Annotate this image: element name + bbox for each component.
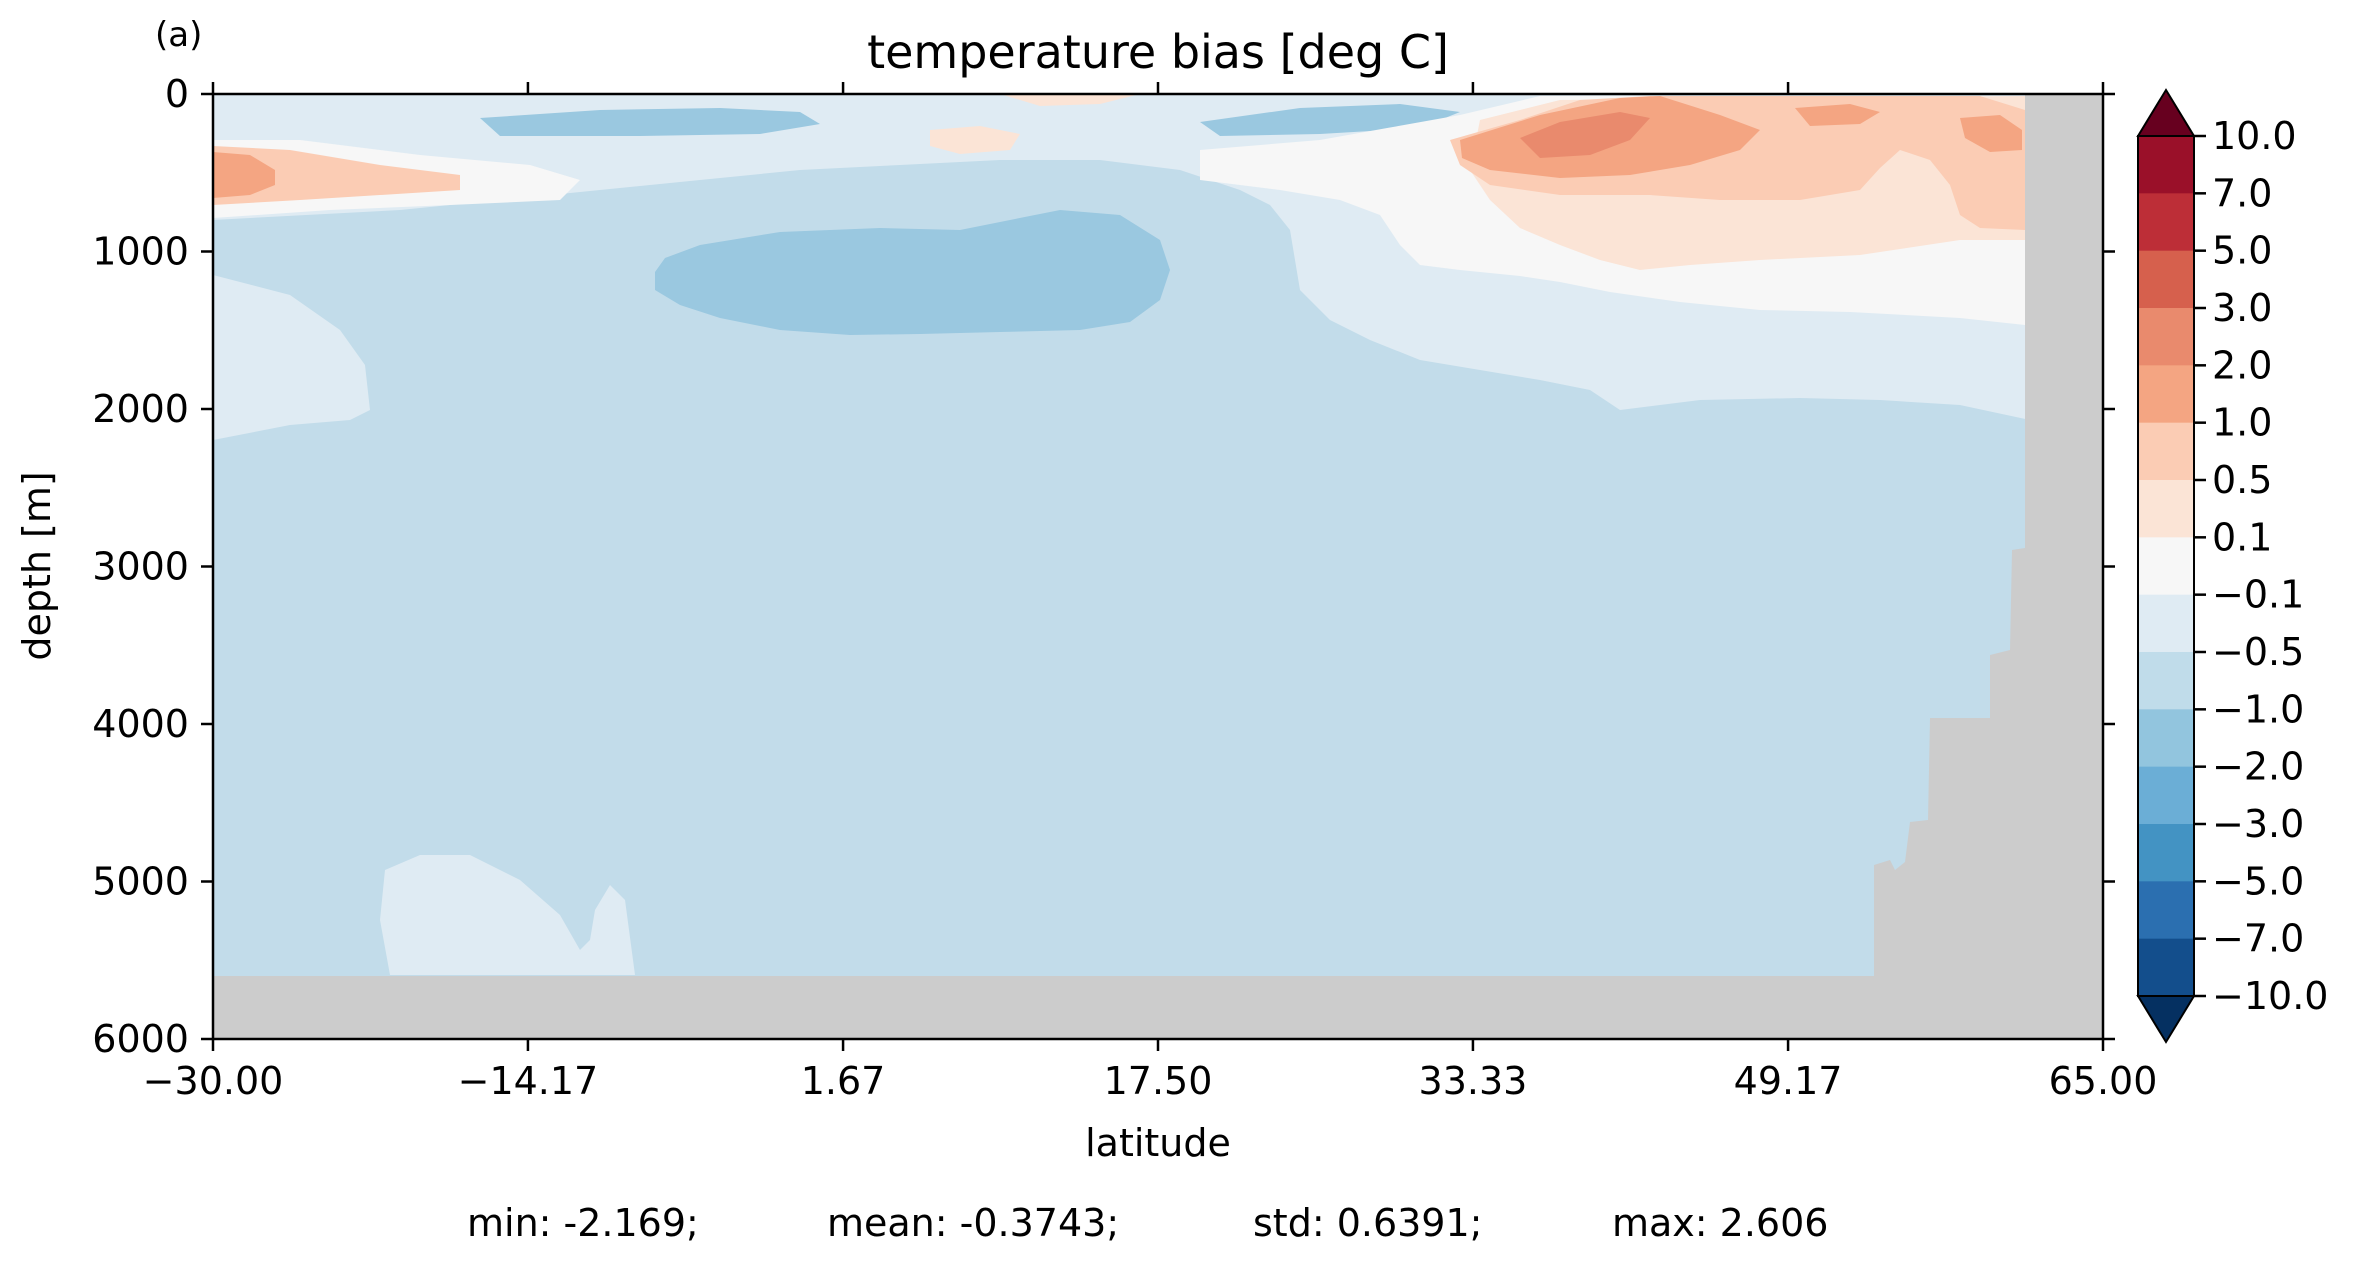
x-tick-label: 17.50	[1104, 1059, 1213, 1103]
colorbar-segment	[2138, 594, 2194, 653]
x-tick-label: 33.33	[1419, 1059, 1528, 1103]
stat-min: min: -2.169;	[467, 1201, 699, 1245]
colorbar-segment	[2138, 136, 2194, 194]
colorbar-tick-label: −1.0	[2212, 687, 2304, 731]
colorbar-segment	[2138, 308, 2194, 366]
colorbar-tick-label: −3.0	[2212, 802, 2304, 846]
colorbar-segment	[2138, 709, 2194, 768]
y-tick-label: 4000	[92, 702, 189, 746]
stats-row: min: -2.169; mean: -0.3743; std: 0.6391;…	[467, 1201, 1828, 1245]
contour-cool-pool	[655, 210, 1170, 335]
stat-max: max: 2.606	[1612, 1201, 1828, 1245]
colorbar-tick-label: −5.0	[2212, 859, 2304, 903]
colorbar-tick-label: 3.0	[2212, 286, 2272, 330]
colorbar-frame	[2137, 135, 2195, 997]
y-tick-label: 5000	[92, 860, 189, 904]
colorbar-segment	[2138, 365, 2194, 424]
x-tick-label: 49.17	[1734, 1059, 1843, 1103]
stat-mean: mean: -0.3743;	[827, 1201, 1119, 1245]
plot-area	[213, 94, 2103, 1039]
contour-warm-north-core	[1520, 112, 1650, 158]
colorbar-extend-top	[2136, 88, 2196, 137]
x-tick-label: 1.67	[801, 1059, 886, 1103]
colorbar-tick-label: 0.5	[2212, 458, 2272, 502]
colorbar-segment	[2138, 422, 2194, 481]
colorbar-tick-label: 10.0	[2212, 114, 2297, 158]
y-tick-label: 6000	[92, 1017, 189, 1061]
x-axis-label: latitude	[1085, 1121, 1231, 1165]
colorbar-tick-label: −0.1	[2212, 573, 2304, 617]
contour-warm-left-mid	[213, 146, 460, 205]
y-tick-label: 1000	[92, 230, 189, 274]
y-tick-label: 3000	[92, 545, 189, 589]
land-mask	[213, 94, 2103, 1039]
contour-warm-small	[930, 126, 1020, 154]
colorbar-extend-bottom	[2136, 995, 2196, 1044]
contour-warm-north-strong-3	[1960, 115, 2022, 152]
colorbar-tick-label: −0.5	[2212, 630, 2304, 674]
colorbar-segment	[2138, 480, 2194, 538]
colorbar-tick-label: −10.0	[2212, 974, 2328, 1018]
colorbar-tick-label: 2.0	[2212, 343, 2272, 387]
contour-surface-cool-1	[480, 108, 820, 136]
colorbar-tick-label: −2.0	[2212, 745, 2304, 789]
colorbar-segment	[2138, 652, 2194, 710]
colorbar: 10.0 7.0 5.0 3.0 2.0 1.0 0.5 0.1 −0.1 −0.5 −1.0 −2.…	[2136, 88, 2328, 1044]
colorbar-segment	[2138, 881, 2194, 940]
chart-title: temperature bias [deg C]	[867, 25, 1449, 79]
contour-weak-cool-bottom	[380, 855, 635, 975]
colorbar-segment	[2138, 537, 2194, 596]
contour-surface-warm-top	[1000, 94, 1140, 106]
x-tick-label: −30.00	[143, 1059, 284, 1103]
y-axis-label: depth [m]	[15, 471, 59, 660]
colorbar-tick-label: 7.0	[2212, 171, 2272, 215]
y-tick-label: 0	[165, 72, 189, 116]
x-tick-label: 65.00	[2049, 1059, 2158, 1103]
colorbar-segment	[2138, 250, 2194, 309]
x-tick-label: −14.17	[458, 1059, 599, 1103]
colorbar-tick-label: 5.0	[2212, 229, 2272, 273]
panel-label: (a)	[155, 15, 202, 55]
x-axis: −30.00 −14.17 1.67 17.50 33.33 49.17 65.00	[143, 82, 2158, 1103]
colorbar-tick-label: 1.0	[2212, 401, 2272, 445]
colorbar-tick-label: −7.0	[2212, 917, 2304, 961]
y-tick-label: 2000	[92, 387, 189, 431]
colorbar-tick-label: 0.1	[2212, 515, 2272, 559]
colorbar-segment	[2138, 824, 2194, 882]
colorbar-segment	[2138, 193, 2194, 252]
colorbar-segment	[2138, 766, 2194, 825]
contour-warm-north-strong-2	[1795, 104, 1880, 126]
colorbar-segment	[2138, 938, 2194, 997]
contour-warm-left-core	[213, 152, 275, 198]
stat-std: std: 0.6391;	[1253, 1201, 1482, 1245]
contour-weak-cool-left	[213, 275, 370, 440]
y-axis: 0 1000 2000 3000 4000 5000 6000	[92, 72, 2115, 1061]
